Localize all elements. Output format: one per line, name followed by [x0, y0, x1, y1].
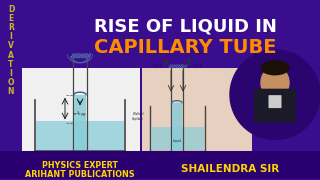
Text: O: O	[8, 78, 14, 87]
Text: ARIHANT PUBLICATIONS: ARIHANT PUBLICATIONS	[25, 170, 135, 179]
Text: R: R	[8, 23, 14, 32]
Text: Liquid: Liquid	[172, 140, 181, 143]
Text: RISE OF LIQUID IN: RISE OF LIQUID IN	[93, 18, 276, 36]
Text: T cos θ: T cos θ	[150, 51, 160, 55]
Text: T sin θ: T sin θ	[153, 64, 161, 68]
Ellipse shape	[261, 61, 289, 75]
Text: T: T	[190, 58, 192, 62]
FancyBboxPatch shape	[142, 68, 252, 151]
Text: I: I	[10, 69, 12, 78]
FancyBboxPatch shape	[151, 127, 204, 150]
Text: $\pi r^2 h \rho g$: $\pi r^2 h \rho g$	[72, 109, 88, 120]
Text: T: T	[162, 58, 164, 62]
Text: N: N	[8, 87, 14, 96]
FancyBboxPatch shape	[22, 68, 140, 151]
Text: E: E	[8, 14, 14, 23]
FancyBboxPatch shape	[0, 0, 320, 70]
Text: CAPILLARY TUBE: CAPILLARY TUBE	[94, 38, 276, 57]
Text: Walls of
Capillary: Walls of Capillary	[132, 112, 144, 121]
Text: T: T	[8, 60, 14, 69]
Circle shape	[230, 50, 320, 140]
Text: I: I	[10, 32, 12, 41]
Text: T sin θ: T sin θ	[193, 64, 201, 68]
Text: SHAILENDRA SIR: SHAILENDRA SIR	[181, 164, 279, 174]
Text: D: D	[8, 5, 14, 14]
Text: PHYSICS EXPERT: PHYSICS EXPERT	[42, 161, 118, 170]
Text: T cos θ: T cos θ	[194, 51, 204, 55]
FancyBboxPatch shape	[36, 121, 124, 150]
FancyBboxPatch shape	[268, 95, 282, 108]
FancyBboxPatch shape	[254, 89, 296, 123]
FancyBboxPatch shape	[74, 95, 86, 150]
Ellipse shape	[261, 67, 289, 99]
FancyBboxPatch shape	[0, 151, 320, 179]
FancyBboxPatch shape	[172, 103, 182, 150]
Text: V: V	[8, 41, 14, 50]
Text: A: A	[8, 51, 14, 60]
